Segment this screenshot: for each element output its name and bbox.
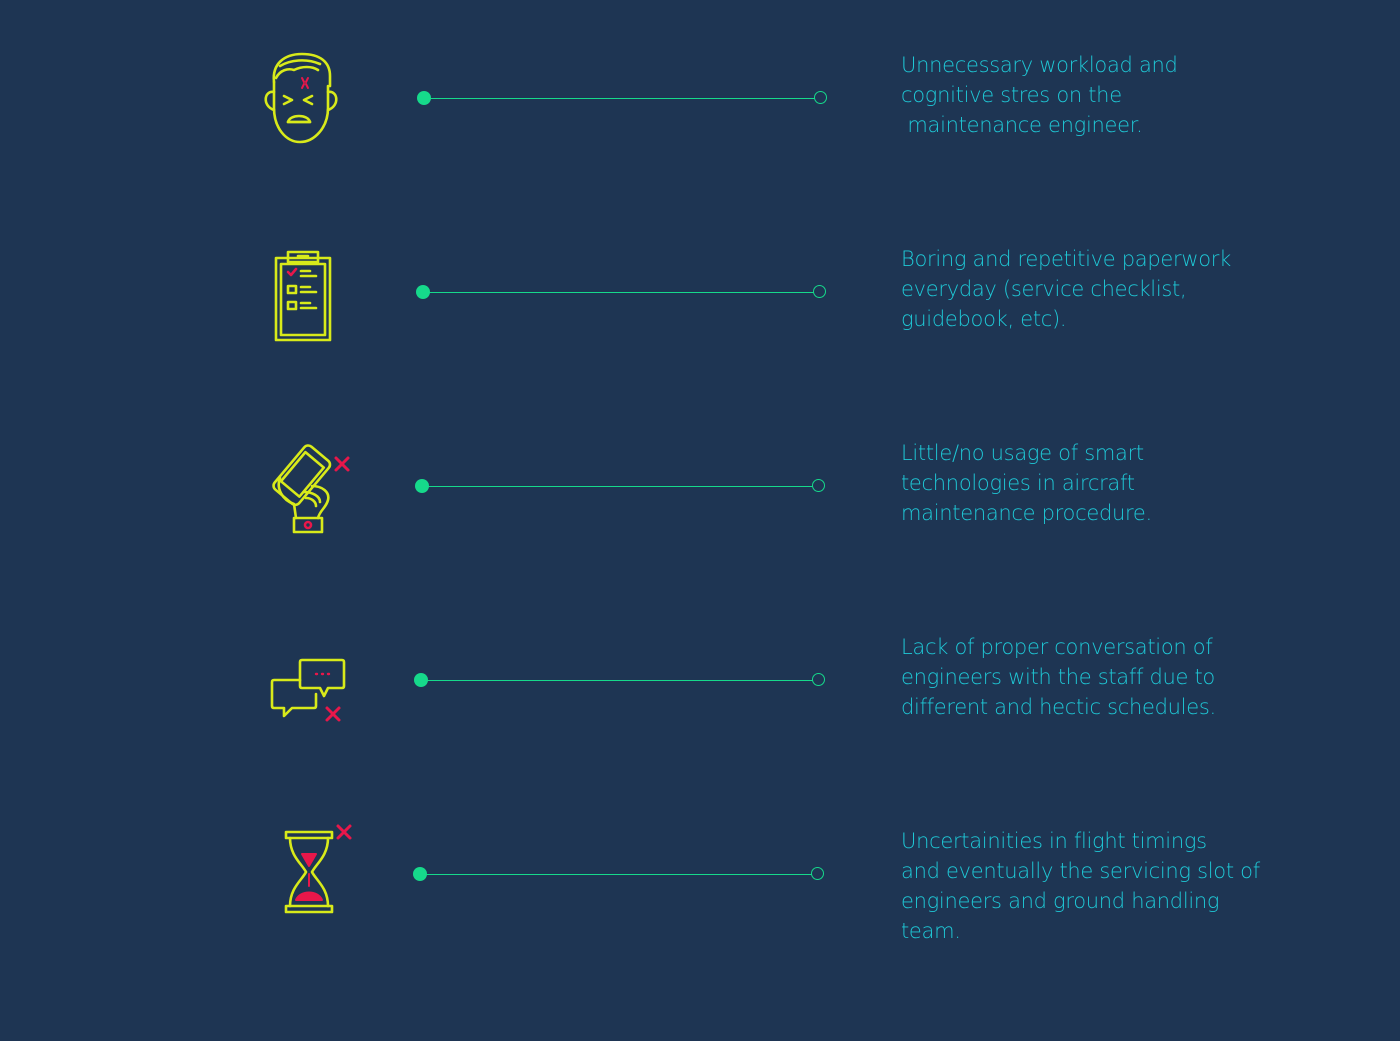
connector-start-dot <box>415 479 429 493</box>
connector-line <box>417 91 827 105</box>
connector-end-ring <box>811 867 824 880</box>
connector-track <box>420 873 817 875</box>
connector-start-dot <box>416 285 430 299</box>
issue-description: Lack of proper conversation of engineers… <box>901 632 1261 722</box>
connector-end-ring <box>814 91 827 104</box>
issue-row-1: Unnecessary workload and cognitive stres… <box>0 0 1400 194</box>
connector-track <box>421 679 818 681</box>
connector-end-ring <box>812 673 825 686</box>
issue-description: Little/no usage of smart technologies in… <box>901 438 1261 528</box>
connector-line <box>414 673 825 687</box>
description-line: cognitive stres on the <box>901 83 1122 107</box>
description-line: Boring and repetitive paperwork <box>901 247 1231 271</box>
issue-row-4: Lack of proper conversation of engineers… <box>0 582 1400 776</box>
description-line: engineers and ground handling <box>901 889 1220 913</box>
description-line: maintenance procedure. <box>901 501 1152 525</box>
description-line: different and hectic schedules. <box>901 695 1216 719</box>
connector-track <box>423 291 819 293</box>
issue-description: Uncertainities in flight timings and eve… <box>901 826 1261 946</box>
description-line: team. <box>901 919 961 943</box>
connector-end-ring <box>812 479 825 492</box>
connector-line <box>415 479 825 493</box>
hourglass-cross-icon <box>250 816 360 926</box>
issue-row-3: Little/no usage of smart technologies in… <box>0 388 1400 582</box>
description-line: Uncertainities in flight timings <box>901 829 1207 853</box>
description-line: maintenance engineer. <box>901 113 1143 137</box>
description-line: technologies in aircraft <box>901 471 1135 495</box>
description-line: engineers with the staff due to <box>901 665 1215 689</box>
connector-start-dot <box>414 673 428 687</box>
description-line: Lack of proper conversation of <box>901 635 1213 659</box>
connector-line <box>413 867 824 881</box>
connector-start-dot <box>413 867 427 881</box>
description-line: guidebook, etc). <box>901 307 1067 331</box>
connector-track <box>422 485 818 487</box>
connector-end-ring <box>813 285 826 298</box>
connector-track <box>424 97 820 99</box>
chat-bubbles-cross-icon <box>250 628 360 738</box>
connector-start-dot <box>417 91 431 105</box>
clipboard-checklist-icon <box>250 240 360 350</box>
description-line: Unnecessary workload and <box>901 53 1178 77</box>
description-line: everyday (service checklist, <box>901 277 1187 301</box>
connector-line <box>416 285 826 299</box>
hand-phone-cross-icon <box>250 434 360 544</box>
description-line: and eventually the servicing slot of <box>901 859 1260 883</box>
description-line: Little/no usage of smart <box>901 441 1144 465</box>
issue-description: Boring and repetitive paperwork everyday… <box>901 244 1261 334</box>
issue-row-5: Uncertainities in flight timings and eve… <box>0 776 1400 970</box>
issue-description: Unnecessary workload and cognitive stres… <box>901 50 1261 140</box>
frustrated-engineer-face-icon <box>250 46 360 156</box>
issue-row-2: Boring and repetitive paperwork everyday… <box>0 194 1400 388</box>
